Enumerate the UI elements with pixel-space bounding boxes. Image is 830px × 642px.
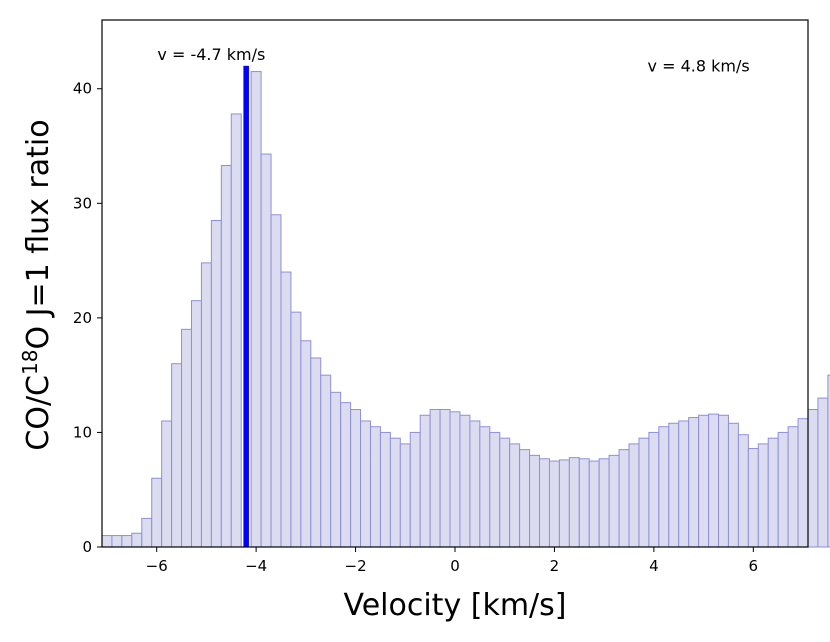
- x-tick-label: 2: [550, 557, 560, 575]
- x-tick-label: −4: [245, 557, 267, 575]
- histogram-bar: [499, 437, 511, 548]
- histogram-bar: [210, 219, 222, 548]
- histogram-bar: [757, 443, 769, 548]
- histogram-bar: [648, 431, 660, 548]
- histogram-bar: [588, 460, 600, 548]
- histogram-bar: [330, 391, 342, 548]
- highlight-layer: [243, 65, 249, 548]
- histogram-bar: [379, 431, 391, 548]
- histogram-bar: [350, 409, 362, 548]
- histogram-bar: [389, 437, 401, 548]
- x-tick-label: 0: [450, 557, 460, 575]
- histogram-bar: [608, 454, 620, 548]
- histogram-bar: [539, 458, 550, 548]
- histogram-bar: [548, 460, 560, 548]
- histogram-bar: [519, 449, 531, 548]
- histogram-bar: [718, 414, 729, 548]
- histogram-bar: [131, 532, 143, 548]
- histogram-bar: [340, 402, 352, 548]
- histogram-bar: [399, 443, 411, 548]
- histogram-bar: [250, 71, 262, 548]
- histogram-bar: [489, 431, 501, 548]
- histogram-bar: [161, 420, 173, 548]
- histogram-bar: [141, 517, 153, 548]
- y-axis-label-main: CO/C: [21, 375, 56, 451]
- histogram-bar: [698, 414, 710, 548]
- histogram-bar: [777, 431, 789, 548]
- histogram-bar: [827, 374, 830, 548]
- histogram-bar: [151, 477, 163, 548]
- histogram-bar: [409, 431, 421, 548]
- histogram-bar: [171, 363, 183, 548]
- peak-annotation: v = 4.8 km/s: [648, 56, 750, 75]
- histogram-bar: [101, 535, 113, 548]
- histogram-bar: [320, 374, 332, 548]
- x-axis-label: Velocity [km/s]: [344, 588, 567, 623]
- histogram-bar: [618, 449, 630, 548]
- histogram-bar: [658, 426, 670, 548]
- histogram-bar: [747, 447, 759, 548]
- histogram-bar: [678, 420, 690, 548]
- histogram-bar: [817, 397, 829, 548]
- y-tick-label: 0: [82, 538, 92, 556]
- x-tick-label: 4: [649, 557, 659, 575]
- annotations-layer: v = -4.7 km/s v = 4.8 km/s: [157, 45, 749, 75]
- histogram-bar: [429, 409, 441, 548]
- histogram-bar: [449, 411, 461, 548]
- y-axis-label-superscript: 18: [18, 350, 42, 375]
- histogram-bar: [479, 426, 491, 548]
- histogram-bar: [220, 164, 232, 548]
- histogram-bar: [200, 262, 212, 548]
- histogram-bar: [439, 409, 451, 548]
- y-tick-label: 40: [73, 80, 92, 98]
- histogram-bar: [529, 454, 541, 548]
- histogram-bar: [797, 418, 809, 548]
- histogram-bar: [668, 422, 680, 548]
- histogram-bar: [807, 409, 819, 548]
- histogram-bar: [598, 458, 610, 548]
- y-tick-label: 20: [73, 309, 92, 327]
- y-axis-ticks: 0 10 20 30 40: [73, 80, 102, 556]
- y-axis-label: CO/C18O J=1 flux ratio: [18, 119, 56, 450]
- histogram-bar: [708, 413, 720, 548]
- histogram-bar: [688, 417, 700, 548]
- histogram-bar: [787, 426, 799, 548]
- histogram-bar: [190, 300, 202, 548]
- histogram-bar: [469, 420, 481, 548]
- histogram-bar: [568, 457, 580, 548]
- histogram-bar: [737, 434, 749, 548]
- histogram-bar: [270, 214, 282, 548]
- histogram-bar: [260, 153, 272, 548]
- histogram-bar: [300, 340, 312, 548]
- histogram-bar: [111, 535, 123, 548]
- histogram-bar: [767, 437, 779, 548]
- x-tick-label: −2: [345, 557, 367, 575]
- histogram-bar: [230, 113, 242, 548]
- x-axis-ticks: −6 −4 −2 0 2 4 6: [146, 547, 758, 575]
- histogram-bar: [181, 328, 192, 548]
- y-tick-label: 30: [73, 194, 92, 212]
- peak-annotation: v = -4.7 km/s: [157, 45, 265, 64]
- y-tick-label: 10: [73, 423, 92, 441]
- x-tick-label: −6: [146, 557, 168, 575]
- histogram-bar: [459, 414, 471, 548]
- histogram-bar: [310, 357, 322, 548]
- histogram-bar: [290, 311, 302, 548]
- histogram-bar: [509, 443, 521, 548]
- histogram-bar: [360, 420, 371, 548]
- histogram-bar: [280, 271, 292, 548]
- histogram-bar: [628, 443, 640, 548]
- histogram-bar: [638, 437, 650, 548]
- histogram-bar: [121, 535, 133, 548]
- histogram-bar: [727, 422, 739, 548]
- histogram-bar: [558, 459, 570, 548]
- y-axis-label-rest: O J=1 flux ratio: [21, 119, 56, 349]
- x-tick-label: 6: [749, 557, 759, 575]
- highlight-bar: [243, 65, 249, 548]
- histogram-bar: [578, 458, 590, 548]
- histogram-bar: [369, 426, 381, 548]
- histogram-bar: [419, 414, 431, 548]
